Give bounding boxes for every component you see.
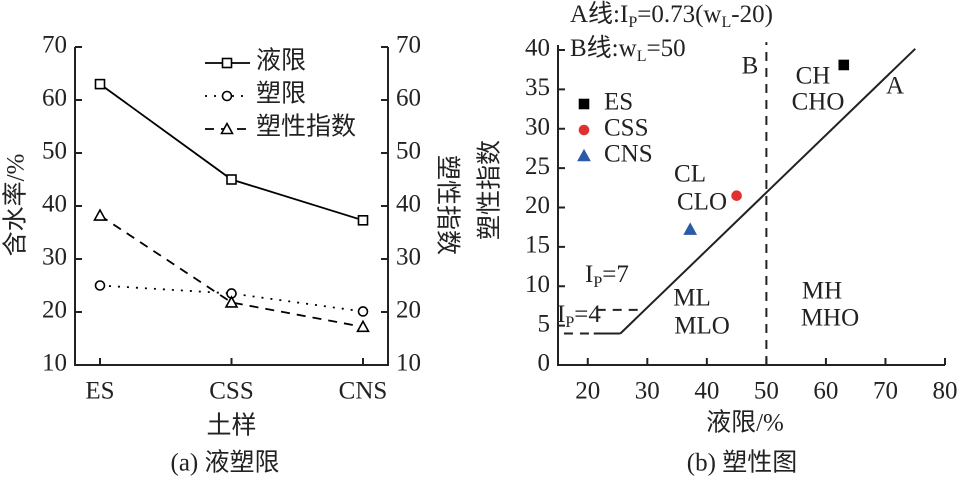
legend-label: ES [604, 89, 633, 116]
text-part: =7 [602, 261, 629, 288]
point [357, 306, 369, 317]
text-part: L [637, 48, 647, 65]
legend-marker [221, 90, 233, 102]
text-part: I [585, 261, 593, 288]
y2-axis-label: 塑性指数 [433, 155, 461, 255]
legend-marker [221, 57, 233, 69]
x-tick-label: 20 [575, 378, 600, 405]
x-tick-label: 50 [754, 378, 779, 405]
region-label: CH [796, 63, 831, 90]
y-tick-label: 35 [525, 74, 550, 101]
x-axis-label: 液限/% [706, 409, 784, 437]
y-axis-label: 含水率/% [2, 154, 30, 257]
y-axis-label: 塑性指数 [476, 140, 504, 240]
y-tick-label: 30 [525, 113, 550, 140]
x-tick-label: 60 [813, 378, 838, 405]
x-tick-label: 40 [694, 378, 719, 405]
region-label: MHO [801, 305, 859, 332]
y-tick-label: 30 [42, 244, 67, 271]
y-tick-label: 15 [525, 232, 550, 259]
point [357, 215, 369, 226]
series-line [99, 214, 364, 328]
text-part: A线:I [570, 0, 628, 28]
legend-marker [578, 124, 590, 136]
threshold-label: IP=7 [585, 261, 629, 291]
region-label: MH [802, 278, 842, 305]
x-tick-label: 80 [933, 378, 958, 405]
y-tick-label: 10 [525, 271, 550, 298]
y2-tick-label: 60 [396, 85, 421, 112]
y2-tick-label: 10 [396, 350, 421, 377]
legend-label: CSS [604, 115, 648, 142]
text-part: I [557, 301, 565, 328]
x-axis-label: 土样 [206, 412, 256, 440]
text-part: =50 [646, 35, 685, 62]
region-label: CLO [677, 189, 727, 216]
x-tick-label: 70 [873, 378, 898, 405]
point [838, 59, 850, 71]
y-tick-label: 40 [525, 35, 550, 62]
y-tick-label: 0 [538, 350, 551, 377]
region-label: ML [673, 285, 711, 312]
annotation: B线:wL=50 [570, 34, 686, 65]
y-tick-label: 5 [538, 310, 551, 337]
y2-tick-label: 70 [396, 32, 421, 59]
point [224, 295, 239, 308]
point [93, 208, 107, 221]
legend-marker [578, 98, 590, 110]
point [94, 280, 106, 291]
y-tick-label: 50 [42, 138, 67, 165]
annotation: A线:IP=0.73(wL-20) [570, 0, 773, 31]
x-tick-label: ES [85, 378, 114, 405]
point [356, 319, 370, 333]
x-tick-label: CNS [339, 378, 388, 405]
region-label: A [886, 73, 904, 100]
point [683, 222, 698, 235]
legend-label: 液限 [256, 47, 306, 75]
reference-line [619, 48, 916, 335]
caption: (a) 液塑限 [171, 449, 280, 477]
text-part: B线:w [570, 34, 637, 62]
legend-marker [220, 121, 234, 135]
y-tick-label: 25 [525, 153, 550, 180]
text-part: =0.73(w [637, 1, 721, 28]
text-part: P [565, 314, 574, 331]
y-tick-label: 60 [42, 85, 67, 112]
legend-marker [577, 148, 591, 162]
y2-tick-label: 30 [396, 244, 421, 271]
threshold-label: IP=4 [557, 301, 601, 331]
legend-label: 塑限 [256, 80, 306, 108]
text-part: P [593, 274, 602, 291]
caption: (b) 塑性图 [687, 449, 797, 477]
point [226, 174, 237, 185]
y2-tick-label: 40 [396, 191, 421, 218]
region-label: CHO [792, 89, 845, 116]
text-part: P [628, 14, 637, 31]
region-label: MLO [674, 313, 730, 340]
y-tick-label: 20 [525, 192, 550, 219]
series-line [99, 83, 364, 222]
text-part: -20) [731, 1, 773, 28]
y-tick-label: 20 [42, 297, 67, 324]
text-part: =4 [574, 301, 601, 328]
text-part: L [721, 14, 731, 31]
y2-tick-label: 50 [396, 138, 421, 165]
y-tick-label: 40 [42, 191, 67, 218]
legend-label: 塑性指数 [256, 113, 356, 141]
region-label: CL [674, 161, 706, 188]
point [94, 78, 106, 90]
region-label: B [742, 53, 759, 80]
y2-tick-label: 20 [396, 297, 421, 324]
y-tick-label: 70 [42, 32, 67, 59]
legend-label: CNS [604, 141, 653, 168]
x-tick-label: CSS [209, 378, 253, 405]
point [731, 190, 742, 201]
x-tick-label: 30 [635, 378, 660, 405]
y-tick-label: 10 [42, 350, 67, 377]
